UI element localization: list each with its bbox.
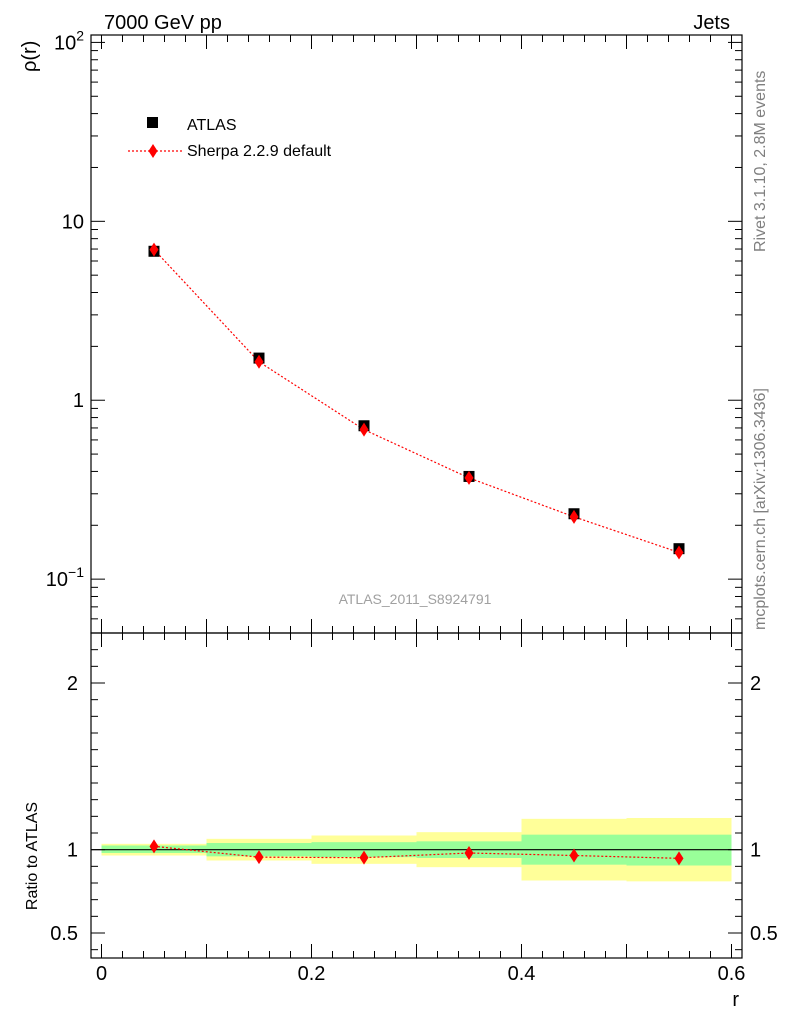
main-y-tick-label: 102 [54, 27, 84, 54]
sherpa-ratio-point [254, 850, 264, 865]
sherpa-ratio-point [464, 846, 474, 860]
main-y-tick-label: 10 [62, 211, 84, 233]
ratio-y-tick-label-right: 0.5 [750, 923, 778, 945]
sherpa-point [569, 509, 579, 524]
sherpa-point [464, 470, 474, 485]
legend-atlas-label: ATLAS [187, 117, 237, 134]
sherpa-ratio-point [674, 851, 684, 866]
legend-sherpa-marker [148, 144, 158, 158]
mcplots-info-label: mcplots.cern.ch [arXiv:1306.3436] [752, 388, 769, 630]
ratio-x-tick-label: 0.6 [718, 963, 746, 985]
main-y-tick-label: 1 [73, 390, 84, 412]
sherpa-point [149, 242, 159, 257]
sherpa-line [153, 249, 680, 554]
sherpa-point [254, 354, 264, 369]
legend-sherpa-label: Sherpa 2.2.9 default [187, 143, 332, 160]
ratio-x-tick-label: 0.2 [298, 963, 326, 985]
sherpa-point [674, 545, 684, 560]
sherpa-point [359, 422, 369, 437]
x-axis-label: r [732, 989, 739, 1011]
analysis-watermark: ATLAS_2011_S8924791 [339, 591, 492, 607]
rivet-info-label: Rivet 3.1.10, 2.8M events [752, 71, 769, 252]
main-series [148, 242, 685, 560]
main-y-tick-exponent: 2 [76, 27, 84, 43]
header-left-label: 7000 GeV pp [104, 12, 222, 34]
ratio-series [149, 839, 684, 866]
ratio-y-tick-label: 2 [67, 673, 78, 695]
legend: ATLAS Sherpa 2.2.9 default [128, 117, 332, 160]
ratio-y-tick-label: 0.5 [50, 923, 78, 945]
main-y-axis-label: ρ(r) [19, 41, 41, 72]
sherpa-ratio-point [569, 848, 579, 863]
main-y-tick-exponent: −1 [68, 564, 84, 580]
legend-atlas-marker [147, 117, 158, 128]
ratio-x-tick-label: 0.4 [508, 963, 536, 985]
ratio-y-tick-label-right: 1 [750, 840, 761, 862]
ratio-y-axis-label: Ratio to ATLAS [24, 802, 41, 910]
sherpa-ratio-point [149, 839, 159, 854]
ratio-x-tick-label: 0 [96, 963, 107, 985]
ratio-y-tick-label-right: 2 [750, 673, 761, 695]
sherpa-ratio-point [359, 850, 369, 865]
ratio-frame-rect [90, 632, 743, 959]
ratio-panel-frame: 0 0.2 0.4 0.60.5 0.51 12 2 [50, 632, 778, 985]
main-y-tick-label: 10−1 [46, 564, 84, 591]
header-right-label: Jets [693, 12, 730, 34]
ratio-y-tick-label: 1 [67, 840, 78, 862]
